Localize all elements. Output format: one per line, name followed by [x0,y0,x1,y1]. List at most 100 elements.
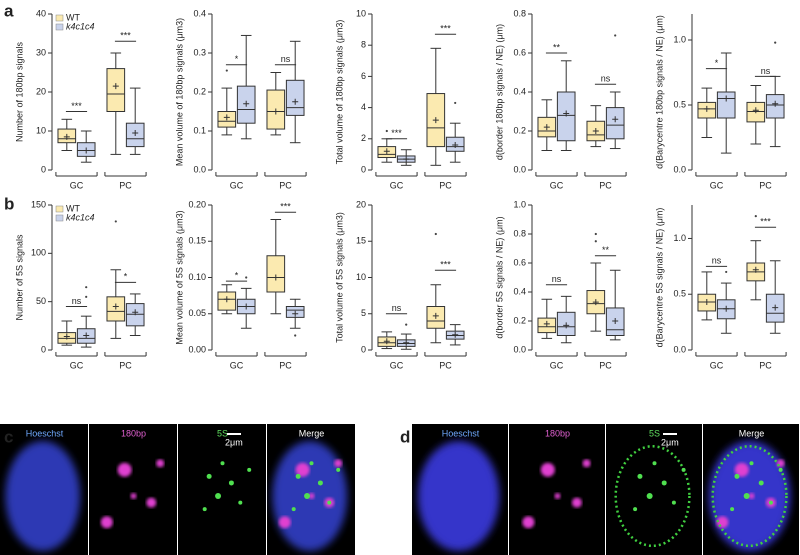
significance-label: ns [392,303,402,313]
y-tick-label: 15 [356,236,366,246]
channel-label: Hoeschst [442,428,480,438]
signal-5s [309,461,314,466]
signal-5s [743,493,750,500]
y-tick-label: 0.15 [188,236,206,246]
mean-marker [63,133,70,140]
mean-marker [543,124,550,131]
y-tick-label: 0.5 [673,99,686,109]
y-tick-label: 0.2 [513,315,526,325]
mean-marker [563,322,570,329]
channel-label: 5S [217,428,228,438]
y-tick-label: 0.05 [188,308,206,318]
y-tick-label: 1.0 [673,34,686,44]
x-tick-label: PC [119,360,132,370]
x-tick-label: PC [119,180,132,190]
y-tick-label: 1.0 [513,199,526,209]
box [285,79,305,116]
signal-5s [202,507,207,512]
y-tick-label: 0.6 [513,47,526,57]
signal-5s [215,493,222,500]
y-tick-label: 0.2 [513,125,526,135]
y-tick-label: 0.5 [673,289,686,299]
outlier [294,334,297,337]
y-tick-label: 8 [361,40,366,50]
outlier [85,295,88,298]
mean-marker [452,142,459,149]
outlier [594,240,597,243]
y-tick-label: 0.6 [513,257,526,267]
signal-180bp [582,459,591,468]
legend-swatch [55,14,64,22]
y-axis-label: Mean volume of 5S signals (μm3) [174,210,184,344]
y-tick-label: 0.8 [513,8,526,18]
y-axis-label: d(Barycentre 180bp signals / NE) (μm) [654,15,664,169]
x-tick-label: GC [70,180,84,190]
significance-label: *** [440,24,451,34]
mean-marker [432,312,439,319]
significance-label: ** [553,42,561,52]
signal-5s [734,473,740,479]
mean-marker [432,117,439,124]
mean-marker [612,116,619,123]
channel-label: 180bp [121,428,146,438]
mean-marker [592,299,599,306]
signal-180bp [146,497,157,508]
legend-label: k4c1c4 [66,212,95,222]
mean-marker [272,108,279,115]
signal-5s [778,467,783,472]
y-tick-label: 1.0 [673,233,686,243]
x-tick-label: GC [390,360,404,370]
significance-label: ns [281,54,291,64]
y-tick-label: 4 [361,102,366,112]
mean-marker [543,320,550,327]
y-axis-label: Number of 180bp signals [14,41,24,142]
y-tick-label: 50 [36,296,46,306]
channel-label: 180bp [545,428,570,438]
significance-label: * [715,58,719,68]
y-tick-label: 10 [356,8,366,18]
signal-5s [206,473,212,479]
outlier [454,101,457,105]
y-tick-label: 10 [356,272,366,282]
signal-5s [681,467,686,472]
y-tick-label: 0 [361,344,366,354]
signal-5s [291,507,296,512]
channel-label: 5S [649,428,660,438]
image-tile [178,424,266,555]
mean-marker [772,100,779,107]
signal-180bp [334,459,343,468]
mean-marker [452,331,459,338]
y-axis-label: d(border 180bp signals / NE) (μm) [494,24,504,160]
significance-label: ns [552,274,562,284]
signal-5s [646,493,653,500]
outlier [385,129,388,133]
y-tick-label: 0.1 [193,125,206,135]
legend-swatch [55,205,64,213]
signal-180bp [554,493,561,500]
outlier [114,220,117,223]
significance-label: ** [602,245,610,255]
y-axis-label: Mean volume of 180bp signals (μm3) [174,18,184,166]
y-tick-label: 5 [361,308,366,318]
y-axis-label: d(border 5S signals / NE) (μm) [494,216,504,338]
y-tick-label: 20 [36,86,46,96]
signal-5s [730,507,735,512]
mean-marker [752,107,759,114]
mean-marker [83,147,90,154]
signal-180bp [100,516,113,529]
signal-5s [247,467,252,472]
mean-marker [403,156,410,163]
y-tick-label: 0.20 [188,199,206,209]
x-tick-label: GC [710,360,724,370]
panel-label: d [400,427,410,446]
y-tick-label: 30 [36,47,46,57]
mean-marker [272,274,279,281]
y-tick-label: 0 [41,344,46,354]
y-tick-label: 0 [361,164,366,174]
outlier [225,69,228,72]
y-tick-label: 0.8 [513,228,526,238]
mean-marker [703,105,710,112]
x-tick-label: GC [710,180,724,190]
mean-marker [243,303,250,310]
x-tick-label: PC [759,360,772,370]
